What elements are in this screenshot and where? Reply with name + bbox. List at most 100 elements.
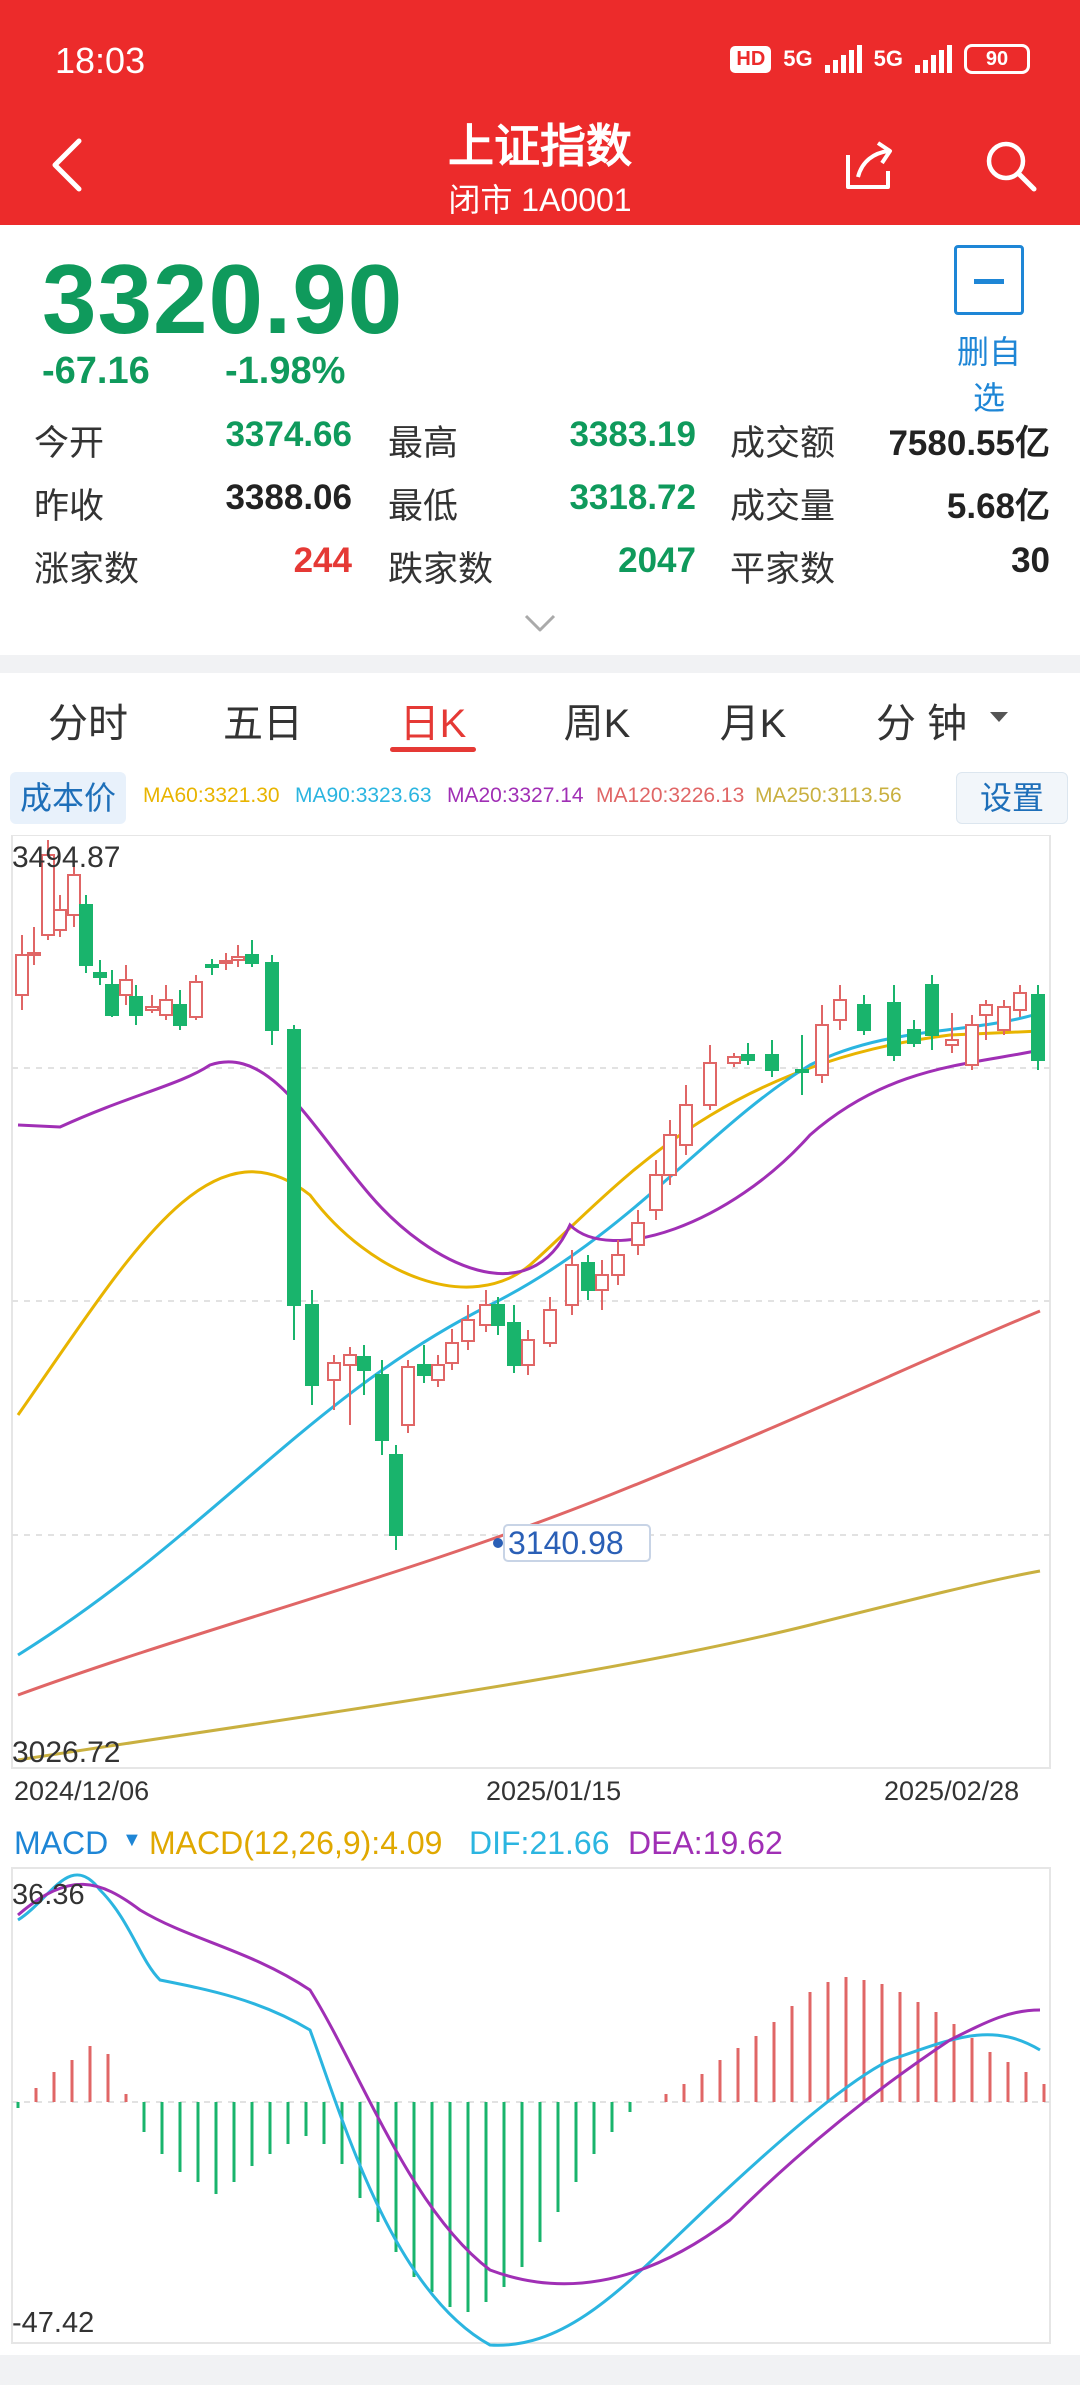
- active-tab-indicator: [390, 747, 476, 752]
- stat-value-low: 3318.72: [569, 478, 696, 517]
- ma250-legend: MA250:3113.56: [755, 784, 902, 807]
- remove-favorite-label: 删自选: [956, 334, 1021, 416]
- candle-body: [119, 979, 133, 996]
- candle-body: [357, 1356, 371, 1371]
- candle-body: [79, 904, 93, 966]
- candle-body: [907, 1029, 921, 1044]
- dea-line: [17, 1882, 1041, 2286]
- dea-value: DEA:19.62: [628, 1825, 783, 1861]
- tab-weekly-k[interactable]: 周K: [563, 702, 631, 746]
- remove-favorite-button[interactable]: 删自选: [944, 245, 1034, 416]
- candle-body: [461, 1319, 475, 1342]
- candle-body: [741, 1054, 755, 1061]
- ma60-legend: MA60:3321.30: [143, 784, 280, 807]
- candle-body: [479, 1304, 493, 1326]
- dif-value: DIF:21.66: [469, 1825, 610, 1861]
- candle-body: [265, 962, 279, 1031]
- macd-chart[interactable]: 36.36 -47.42: [10, 1810, 1052, 2350]
- candle-body: [67, 874, 81, 916]
- stats-row: 今开 3374.66 最高 3383.19 成交额 7580.55亿: [0, 415, 1080, 475]
- candle-body: [815, 1024, 829, 1076]
- x-axis-label-start: 2024/12/06: [14, 1776, 149, 1806]
- candle-body: [159, 999, 173, 1016]
- page-title: 上证指数: [448, 120, 632, 172]
- candle-body: [649, 1174, 663, 1211]
- candle-body: [431, 1364, 445, 1381]
- settings-button[interactable]: 设置: [956, 772, 1068, 824]
- battery-icon: 90: [964, 44, 1030, 74]
- candle-body: [417, 1364, 431, 1376]
- search-button[interactable]: [982, 137, 1040, 195]
- candle-body: [979, 1004, 993, 1016]
- candle-body: [1013, 992, 1027, 1011]
- candle-body: [581, 1262, 595, 1291]
- stat-label-advancers: 涨家数: [34, 550, 140, 589]
- macd-y-max-label: 36.36: [12, 1879, 85, 1911]
- candle-body: [401, 1366, 415, 1426]
- kline-y-max-label: 3494.87: [12, 841, 120, 874]
- ma20-line: [17, 1048, 1041, 1276]
- candle-body: [565, 1264, 579, 1306]
- tab-minute[interactable]: 分 钟: [876, 691, 996, 749]
- back-button[interactable]: [42, 130, 92, 200]
- caret-down-icon: [990, 712, 1008, 722]
- macd-title-row: MACD ▼ MACD(12,26,9):4.09 DIF:21.66 DEA:…: [14, 1825, 1074, 1869]
- x-axis-label-end: 2025/02/28: [884, 1776, 1019, 1806]
- ma20-legend: MA20:3327.14: [447, 784, 584, 807]
- price-change-percent: -1.98%: [225, 350, 346, 392]
- price-change: -67.16: [42, 350, 150, 392]
- kline-y-min-label: 3026.72: [12, 1736, 120, 1769]
- stats-row: 昨收 3388.06 最低 3318.72 成交量 5.68亿: [0, 478, 1080, 538]
- tab-daily-k[interactable]: 日K: [399, 702, 467, 746]
- hd-badge: HD: [730, 45, 772, 73]
- ma120-line: [17, 1309, 1041, 1697]
- tab-intraday[interactable]: 分时: [48, 702, 128, 746]
- network-5g-label-2: 5G: [873, 46, 903, 71]
- candle-body: [611, 1254, 625, 1276]
- app-header: 18:03 HD 5G 5G 90 上证指数 闭市 1A0001: [0, 0, 1080, 225]
- candle-body: [997, 1006, 1011, 1031]
- stat-value-open: 3374.66: [225, 415, 352, 454]
- search-icon: [986, 141, 1037, 192]
- macd-histogram: [16, 1977, 1046, 2312]
- stat-label-unchanged: 平家数: [730, 550, 836, 589]
- stat-value-turnover: 7580.55亿: [888, 424, 1050, 463]
- candle-body: [145, 1006, 159, 1011]
- network-5g-label: 5G: [783, 46, 813, 71]
- stat-value-unchanged: 30: [1011, 541, 1050, 580]
- candle-body: [343, 1354, 357, 1366]
- stat-value-prev-close: 3388.06: [225, 478, 352, 517]
- candle-body: [93, 972, 107, 978]
- share-button[interactable]: [840, 137, 898, 195]
- macd-indicator-selector[interactable]: MACD: [14, 1825, 109, 1861]
- ma-legend-row: 成本价 MA60:3321.30 MA90:3323.63 MA20:3327.…: [0, 770, 1080, 830]
- candle-body: [965, 1024, 979, 1066]
- stat-label-decliners: 跌家数: [388, 550, 494, 589]
- tab-monthly-k[interactable]: 月K: [719, 702, 787, 746]
- candle-body: [765, 1054, 779, 1071]
- current-price: 3320.90: [42, 244, 404, 354]
- kline-frame: [11, 835, 1051, 1769]
- candlesticks: [15, 840, 1045, 1550]
- candle-body: [663, 1134, 677, 1176]
- candle-body: [507, 1322, 521, 1366]
- dif-line: [17, 1873, 1041, 2347]
- stat-label-volume: 成交量: [730, 487, 836, 526]
- candle-body: [543, 1309, 557, 1344]
- bottom-gap: [0, 2355, 1080, 2385]
- tab-five-day[interactable]: 五日: [223, 702, 303, 746]
- stats-row: 涨家数 244 跌家数 2047 平家数 30: [0, 541, 1080, 601]
- ma250-line: [17, 1569, 1041, 1762]
- candle-body: [287, 1029, 301, 1306]
- cost-price-button[interactable]: 成本价: [10, 772, 127, 824]
- chevron-down-icon[interactable]: [520, 608, 560, 638]
- candle-body: [231, 956, 245, 961]
- stat-value-high: 3383.19: [569, 415, 696, 454]
- kline-chart[interactable]: 3494.87 3026.72 3140.98 2024/12/06 2025/…: [10, 835, 1052, 1853]
- candle-body: [679, 1104, 693, 1146]
- candle-body: [925, 984, 939, 1036]
- candle-body: [833, 999, 847, 1021]
- macd-lines: [17, 1873, 1041, 2347]
- candle-body: [375, 1374, 389, 1441]
- signal-icon-2: [915, 45, 952, 73]
